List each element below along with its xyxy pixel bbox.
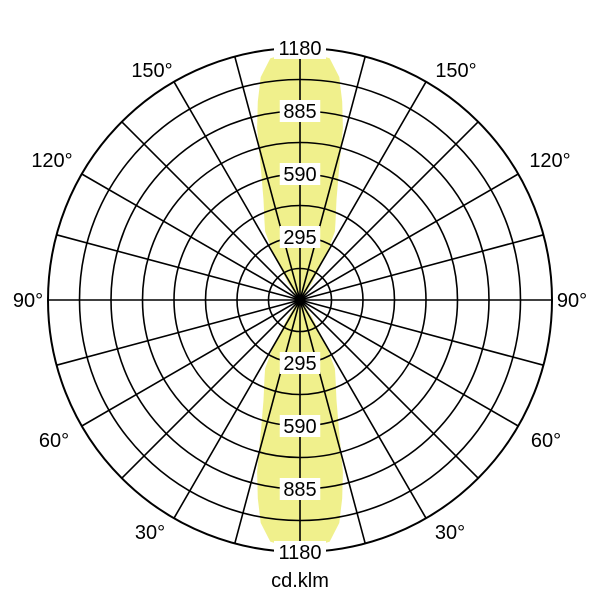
ring-label: 295 (283, 227, 316, 249)
ring-label-bg (279, 163, 321, 185)
ring-label: 590 (283, 416, 316, 438)
ring-label-bg (279, 478, 321, 500)
angle-label-left: 60° (39, 430, 69, 452)
angle-label-right: 30° (435, 522, 465, 544)
angle-label-left: 90° (13, 290, 43, 312)
angle-label-right: 90° (557, 290, 587, 312)
angle-label-right: 120° (529, 150, 570, 172)
angle-labels: 150° 120° 90° 60° 30° 150° 120° 90° 60° … (13, 60, 587, 544)
angle-label-right: 60° (531, 430, 561, 452)
angle-label-left: 150° (131, 60, 172, 82)
ring-label-bg (274, 541, 326, 563)
ring-labels: 295 295 590 590 885 885 1180 1180 (274, 37, 326, 564)
ring-label: 1180 (278, 542, 321, 564)
angle-label-right: 150° (435, 60, 476, 82)
ring-label: 885 (283, 479, 316, 501)
ring-label-bg (279, 415, 321, 437)
ring-label-bg (274, 37, 326, 59)
ring-label-bg (279, 100, 321, 122)
ring-label: 590 (283, 164, 316, 186)
ring-label-bg (279, 352, 321, 374)
polar-grid (47, 47, 553, 553)
angle-label-left: 120° (31, 150, 72, 172)
unit-label: cd.klm (271, 570, 329, 592)
angle-label-left: 30° (135, 522, 165, 544)
ring-label: 1180 (278, 38, 321, 60)
ring-label: 295 (283, 353, 316, 375)
ring-label-bg (279, 226, 321, 248)
ring-label: 885 (283, 101, 316, 123)
center-point (295, 295, 305, 305)
